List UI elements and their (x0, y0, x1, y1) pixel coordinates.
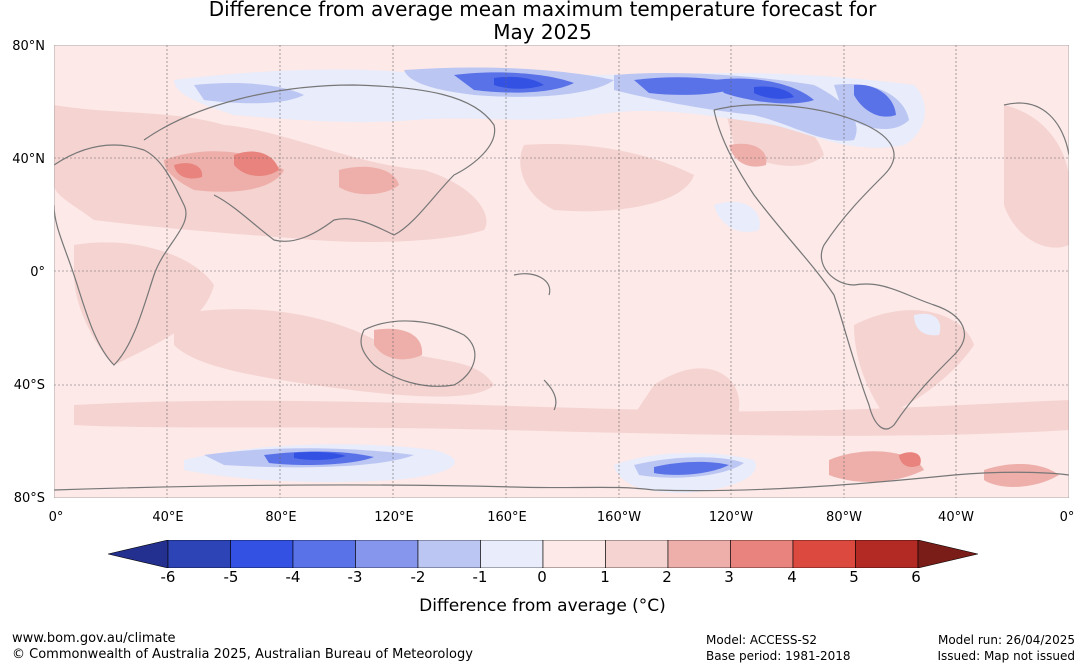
colorbar-segment (167, 540, 231, 568)
colorbar-tick: 4 (787, 568, 797, 586)
lat-label-80s: 80°S (13, 491, 45, 506)
colorbar-tick: -6 (160, 568, 176, 586)
colorbar-tick: -1 (472, 568, 488, 586)
very-cool-spots (294, 76, 794, 461)
colorbar-segment (417, 540, 481, 568)
footer-copyright: © Commonwealth of Australia 2025, Austra… (12, 647, 473, 662)
lon-label-0: 0° (48, 510, 64, 525)
colorbar-tick: -5 (223, 568, 239, 586)
colorbar-tick: 3 (724, 568, 734, 586)
footer-issued: Issued: Map not issued (937, 649, 1075, 663)
colorbar-tick: -2 (410, 568, 426, 586)
colorbar-low-extend (108, 540, 169, 568)
lon-label-120e: 120°E (374, 510, 414, 525)
anomaly-map (54, 45, 1069, 498)
colorbar-tick: 0 (537, 568, 547, 586)
lat-label-40n: 40°N (12, 152, 45, 167)
lon-label-160e: 160°E (487, 510, 527, 525)
map-title-line1: Difference from average mean maximum tem… (208, 0, 877, 21)
footer-base-period: Base period: 1981-2018 (706, 649, 851, 663)
colorbar-segment (855, 540, 919, 568)
colorbar-segment (605, 540, 669, 568)
colorbar (108, 540, 978, 568)
lon-label-40w: 40°W (938, 510, 974, 525)
colorbar-tick: -3 (347, 568, 363, 586)
footer-url: www.bom.gov.au/climate (12, 631, 176, 646)
colorbar-segment (292, 540, 356, 568)
colorbar-segment (230, 540, 294, 568)
lat-label-80n: 80°N (12, 39, 45, 54)
colorbar-tick: 6 (911, 568, 921, 586)
colorbar-segment (542, 540, 606, 568)
colorbar-segment (792, 540, 856, 568)
colorbar-segment (730, 540, 794, 568)
colorbar-segment (667, 540, 731, 568)
coastlines (54, 84, 1069, 492)
lat-label-40s: 40°S (13, 378, 45, 393)
lon-label-40e: 40°E (152, 510, 184, 525)
lon-label-160w: 160°W (596, 510, 642, 525)
colorbar-tick: 1 (600, 568, 610, 586)
lon-label-120w: 120°W (708, 510, 754, 525)
colorbar-high-extend (917, 540, 978, 568)
colorbar-segment (480, 540, 544, 568)
footer-model-run: Model run: 26/04/2025 (937, 633, 1075, 647)
colorbar-segment (355, 540, 419, 568)
colorbar-tick: 2 (662, 568, 672, 586)
footer-model: Model: ACCESS-S2 (706, 633, 818, 647)
map-title-line2: May 2025 (493, 20, 592, 44)
colorbar-tick: 5 (849, 568, 859, 586)
lon-label-0-end: 0° (1059, 510, 1075, 525)
lat-label-0: 0° (30, 265, 45, 280)
hot-spots (174, 151, 921, 467)
colorbar-tick: -4 (285, 568, 301, 586)
lon-label-80e: 80°E (265, 510, 297, 525)
graticule (54, 45, 1069, 498)
colorbar-label: Difference from average (°C) (419, 596, 666, 616)
lon-label-80w: 80°W (826, 510, 862, 525)
